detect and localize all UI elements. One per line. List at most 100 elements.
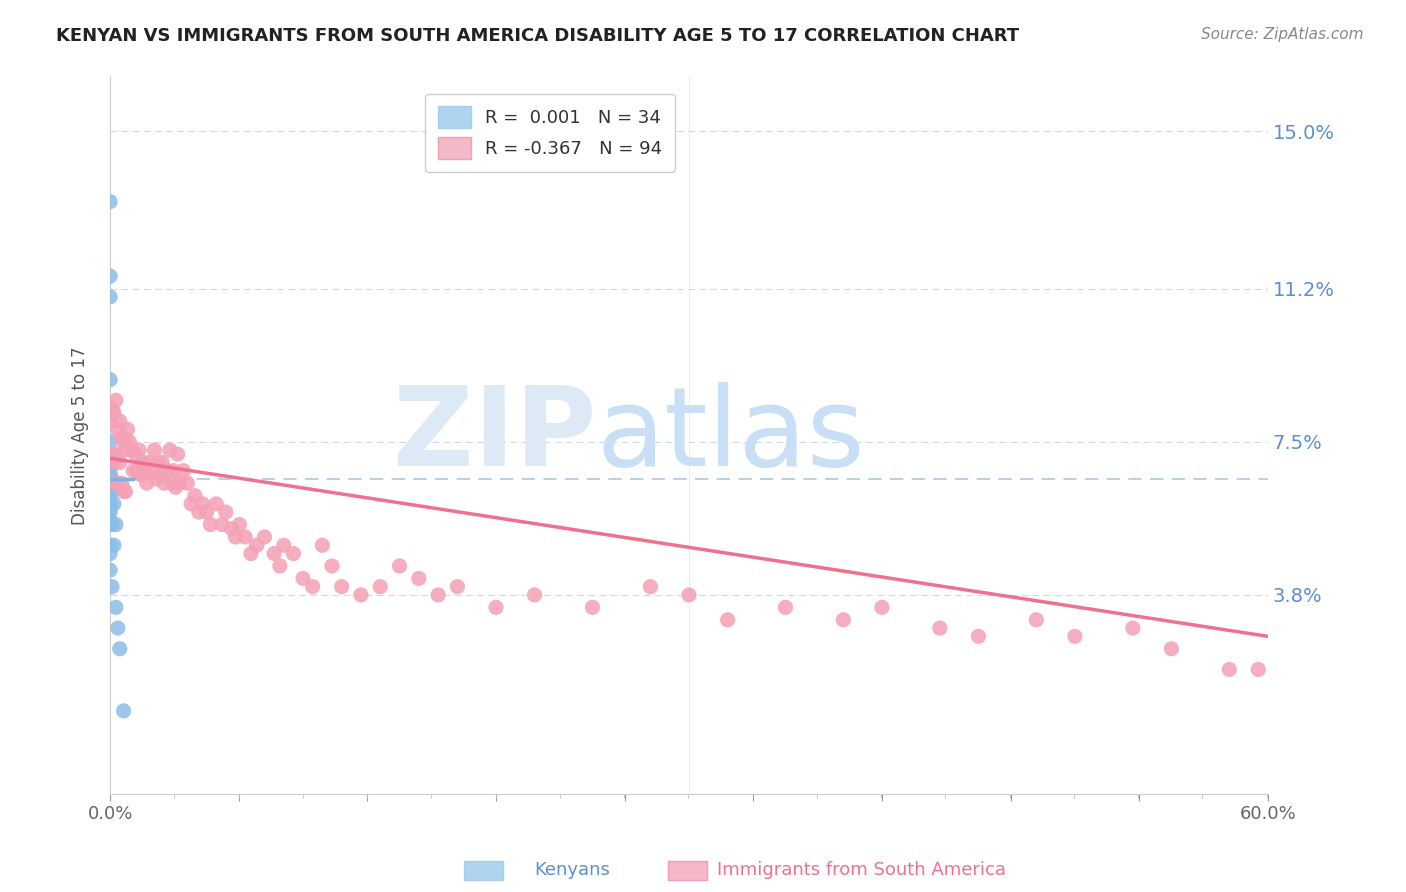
Text: KENYAN VS IMMIGRANTS FROM SOUTH AMERICA DISABILITY AGE 5 TO 17 CORRELATION CHART: KENYAN VS IMMIGRANTS FROM SOUTH AMERICA … (56, 27, 1019, 45)
Point (138, 455, 160, 469)
Point (98, 538, 121, 552)
Text: Source: ZipAtlas.com: Source: ZipAtlas.com (1201, 27, 1364, 42)
Point (187, 505, 209, 519)
Point (98, 484, 121, 499)
Point (273, 538, 295, 552)
Point (1247, 663, 1270, 677)
Point (301, 580, 323, 594)
Point (350, 588, 373, 602)
Point (114, 443, 136, 458)
Point (98, 489, 121, 503)
Point (928, 621, 950, 635)
Point (134, 464, 156, 478)
Point (221, 522, 243, 536)
Point (141, 464, 163, 478)
Point (184, 489, 207, 503)
Point (98, 476, 121, 491)
Point (485, 600, 508, 615)
Point (101, 580, 124, 594)
Point (107, 476, 129, 491)
Point (104, 517, 127, 532)
Point (98, 480, 121, 494)
Point (321, 558, 343, 573)
Point (169, 476, 191, 491)
Point (132, 455, 155, 469)
Point (108, 455, 131, 469)
Point (104, 447, 127, 461)
Point (1025, 613, 1047, 627)
Point (129, 467, 152, 482)
Point (98, 414, 121, 428)
Point (163, 464, 186, 478)
Point (98, 563, 121, 577)
Point (101, 447, 124, 461)
Point (98, 476, 121, 491)
Point (166, 447, 188, 461)
Point (160, 476, 183, 491)
Point (165, 480, 187, 494)
Legend: R =  0.001   N = 34, R = -0.367   N = 94: R = 0.001 N = 34, R = -0.367 N = 94 (426, 94, 675, 172)
Point (103, 406, 125, 420)
Point (127, 464, 149, 478)
Point (98, 467, 121, 482)
Point (1122, 621, 1144, 635)
Point (101, 484, 124, 499)
Point (832, 613, 855, 627)
Point (98, 447, 121, 461)
Point (215, 505, 238, 519)
Point (104, 600, 127, 615)
Point (269, 558, 291, 573)
Point (408, 571, 430, 585)
Point (120, 443, 142, 458)
Point (159, 443, 181, 458)
Point (104, 393, 127, 408)
Point (246, 538, 269, 552)
Point (368, 580, 391, 594)
Point (98, 194, 121, 209)
Point (640, 580, 662, 594)
Point (233, 530, 256, 544)
Point (128, 443, 150, 458)
Point (103, 538, 125, 552)
Point (98, 434, 121, 449)
Point (775, 600, 797, 615)
Point (98, 459, 121, 474)
Point (118, 434, 141, 449)
Point (112, 484, 135, 499)
Point (1064, 629, 1087, 643)
Point (111, 476, 134, 491)
Point (98, 464, 121, 478)
Point (122, 464, 145, 478)
Point (678, 588, 700, 602)
Point (967, 629, 990, 643)
Point (581, 600, 603, 615)
Point (253, 530, 276, 544)
Point (330, 580, 353, 594)
Point (176, 476, 198, 491)
Text: atlas: atlas (596, 382, 865, 489)
Point (103, 497, 125, 511)
Point (145, 472, 167, 486)
Point (1218, 663, 1240, 677)
Point (107, 422, 129, 436)
Point (283, 547, 305, 561)
Point (200, 517, 222, 532)
Point (191, 497, 214, 511)
Text: ZIP: ZIP (394, 382, 596, 489)
Point (98, 269, 121, 284)
Point (388, 558, 411, 573)
Text: Immigrants from South America: Immigrants from South America (717, 861, 1007, 879)
Point (149, 467, 172, 482)
Point (135, 476, 157, 491)
Point (172, 464, 194, 478)
Point (205, 497, 228, 511)
Point (228, 517, 250, 532)
Point (716, 613, 738, 627)
Point (101, 472, 124, 486)
Point (427, 588, 450, 602)
Point (153, 476, 176, 491)
Point (98, 497, 121, 511)
Point (107, 621, 129, 635)
Point (195, 505, 218, 519)
Point (98, 505, 121, 519)
